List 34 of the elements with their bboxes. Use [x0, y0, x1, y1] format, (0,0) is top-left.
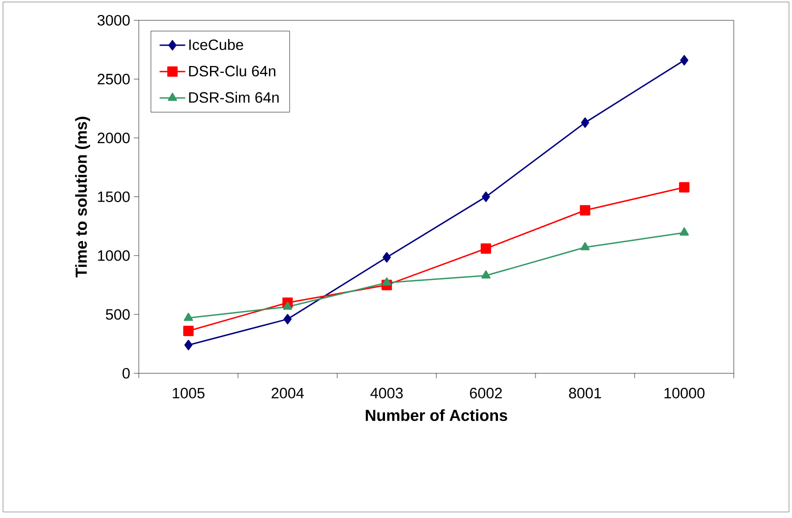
point — [184, 340, 192, 350]
point — [183, 326, 194, 336]
x-tick-label: 10000 — [664, 388, 704, 398]
y-tick-label: 0 — [122, 368, 130, 379]
point — [680, 55, 688, 66]
point — [480, 243, 492, 254]
point — [482, 192, 490, 202]
x-axis-title: Number of Actions — [366, 409, 508, 422]
point — [382, 252, 391, 263]
point — [184, 312, 194, 321]
y-tick-label: 500 — [106, 309, 130, 320]
x-tick-label: 6002 — [470, 388, 502, 398]
point — [481, 270, 491, 279]
legend-label: DSR-Sim 64n — [189, 92, 279, 103]
point — [680, 227, 689, 236]
y-tick-label: 2500 — [98, 74, 130, 84]
legend-label: DSR-Clu 64n — [189, 65, 276, 76]
point — [580, 242, 590, 250]
y-tick-label: 3000 — [98, 14, 130, 26]
y-tick-label: 2000 — [98, 132, 130, 144]
point — [580, 205, 590, 216]
point — [282, 302, 292, 310]
point — [382, 277, 392, 286]
legend-label: IceCube — [189, 39, 244, 50]
point — [581, 117, 590, 128]
point — [284, 314, 292, 324]
x-tick-label: 8001 — [569, 388, 602, 398]
x-tick-label: 2004 — [272, 388, 304, 398]
x-tick-label: 4003 — [370, 388, 403, 398]
y-tick-label: 1000 — [98, 250, 130, 261]
x-tick-label: 1005 — [172, 388, 204, 398]
y-tick-label: 1500 — [98, 191, 130, 202]
point — [679, 182, 690, 193]
y-axis-title: Time to solution (ms) — [75, 116, 90, 278]
